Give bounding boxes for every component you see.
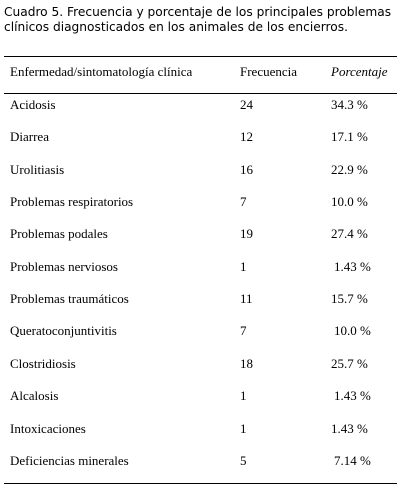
cell-porcentaje: 1.43 % xyxy=(331,421,368,436)
column-header-frecuencia: Frecuencia xyxy=(240,64,298,79)
cell-porcentaje: 34.3 % xyxy=(331,97,368,112)
cell-porcentaje: 7.14 % xyxy=(334,453,371,468)
table-bottom-rule xyxy=(4,483,397,484)
column-header-enfermedad: Enfermedad/sintomatología clínica xyxy=(10,64,193,79)
cell-porcentaje: 27.4 % xyxy=(331,226,368,241)
cell-porcentaje: 10.0 % xyxy=(331,194,368,209)
cell-porcentaje: 25.7 % xyxy=(331,356,368,371)
cell-frecuencia: 18 xyxy=(240,356,253,371)
table-header-rule xyxy=(4,93,397,94)
cell-porcentaje: 1.43 % xyxy=(334,259,371,274)
cell-frecuencia: 7 xyxy=(240,194,247,209)
cell-porcentaje: 1.43 % xyxy=(334,388,371,403)
cell-frecuencia: 5 xyxy=(240,453,247,468)
cell-frecuencia: 7 xyxy=(240,323,247,338)
table-caption: Cuadro 5. Frecuencia y porcentaje de los… xyxy=(4,5,392,34)
cell-enfermedad: Problemas respiratorios xyxy=(10,194,134,209)
cell-enfermedad: Queratoconjuntivitis xyxy=(10,323,117,338)
table-top-rule xyxy=(4,56,397,57)
cell-enfermedad: Diarrea xyxy=(10,129,49,144)
cell-frecuencia: 12 xyxy=(240,129,253,144)
cell-porcentaje: 17.1 % xyxy=(331,129,368,144)
cell-enfermedad: Problemas nerviosos xyxy=(10,259,118,274)
cell-porcentaje: 22.9 % xyxy=(331,162,368,177)
cell-enfermedad: Problemas traumáticos xyxy=(10,291,129,306)
cell-frecuencia: 1 xyxy=(240,388,247,403)
cell-enfermedad: Acidosis xyxy=(10,97,56,112)
cell-enfermedad: Deficiencias minerales xyxy=(10,453,129,468)
cell-enfermedad: Clostridiosis xyxy=(10,356,76,371)
cell-frecuencia: 11 xyxy=(240,291,253,306)
cell-enfermedad: Intoxicaciones xyxy=(10,421,86,436)
cell-porcentaje: 15.7 % xyxy=(331,291,368,306)
cell-enfermedad: Alcalosis xyxy=(10,388,59,403)
cell-porcentaje: 10.0 % xyxy=(334,323,371,338)
cell-enfermedad: Urolitiasis xyxy=(10,162,65,177)
cell-frecuencia: 1 xyxy=(240,259,247,274)
cell-frecuencia: 24 xyxy=(240,97,253,112)
cell-frecuencia: 16 xyxy=(240,162,253,177)
cell-frecuencia: 19 xyxy=(240,226,253,241)
cell-enfermedad: Problemas podales xyxy=(10,226,108,241)
column-header-porcentaje: Porcentaje xyxy=(331,64,388,79)
cell-frecuencia: 1 xyxy=(240,421,247,436)
